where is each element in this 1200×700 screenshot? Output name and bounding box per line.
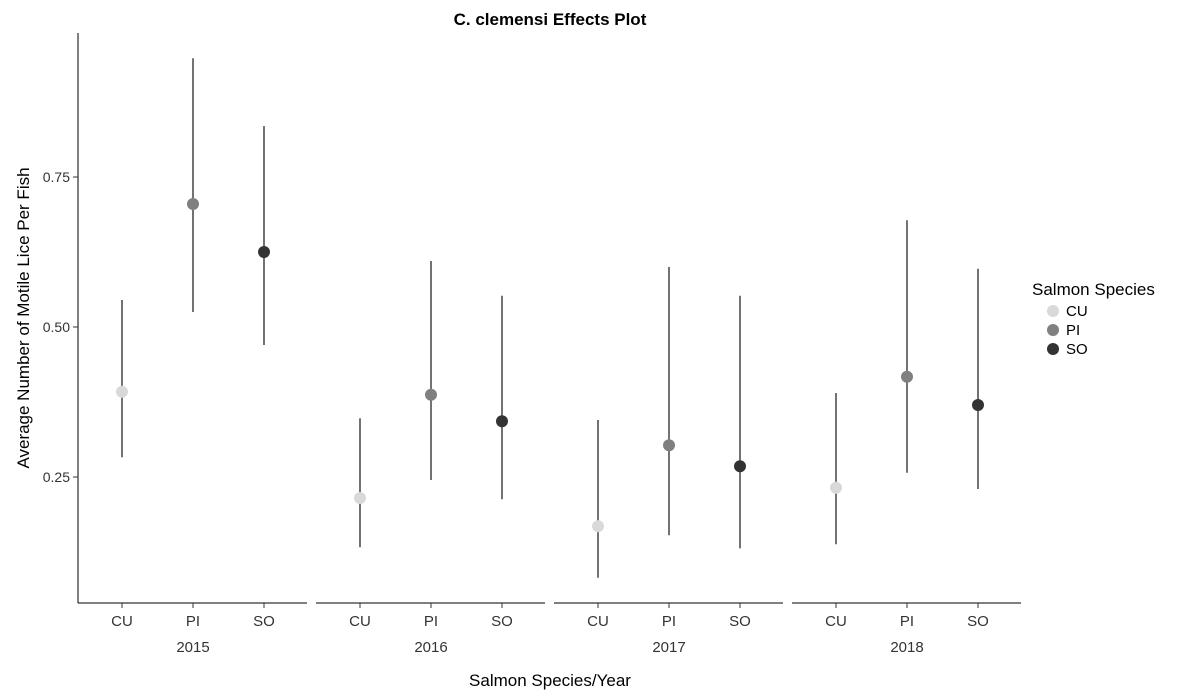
panels: CU PI SO 2015 CU PI SO 2016 CU PI SO 2017 CU PI SO 2018 bbox=[78, 58, 1021, 656]
x-tick-label: PI bbox=[900, 613, 914, 630]
legend-key bbox=[1047, 305, 1059, 317]
legend-key bbox=[1047, 324, 1059, 336]
data-point bbox=[258, 246, 270, 258]
year-label: 2016 bbox=[414, 639, 447, 656]
legend-item: CU bbox=[1047, 303, 1088, 320]
x-tick-label: SO bbox=[729, 613, 751, 630]
data-point bbox=[116, 385, 128, 398]
legend-item: SO bbox=[1047, 341, 1088, 358]
year-label: 2015 bbox=[176, 639, 209, 656]
data-point bbox=[425, 388, 437, 401]
x-tick-label: CU bbox=[825, 613, 847, 630]
legend-key bbox=[1047, 343, 1059, 355]
panel-2015: CU PI SO 2015 bbox=[78, 58, 307, 656]
y-axis-ticks: 0.25 0.50 0.75 bbox=[43, 169, 78, 485]
legend: Salmon Species CU PI SO bbox=[1032, 280, 1155, 358]
data-point bbox=[830, 481, 842, 494]
legend-item: PI bbox=[1047, 322, 1080, 339]
legend-label: PI bbox=[1066, 322, 1080, 339]
y-tick-label: 0.50 bbox=[43, 319, 70, 335]
legend-label: SO bbox=[1066, 341, 1088, 358]
year-label: 2017 bbox=[652, 639, 685, 656]
x-tick-label: CU bbox=[587, 613, 609, 630]
data-point bbox=[901, 370, 913, 383]
x-axis-title: Salmon Species/Year bbox=[469, 671, 631, 690]
data-point bbox=[496, 415, 508, 428]
legend-label: CU bbox=[1066, 303, 1088, 320]
data-point bbox=[972, 399, 984, 411]
legend-title: Salmon Species bbox=[1032, 280, 1155, 299]
chart-title: C. clemensi Effects Plot bbox=[454, 10, 647, 29]
data-point bbox=[354, 492, 366, 504]
data-point bbox=[592, 520, 604, 533]
panel-2018: CU PI SO 2018 bbox=[792, 220, 1021, 656]
x-tick-label: PI bbox=[424, 613, 438, 630]
y-tick-label: 0.25 bbox=[43, 469, 70, 485]
data-point bbox=[663, 439, 675, 452]
year-label: 2018 bbox=[890, 639, 923, 656]
y-axis-title: Average Number of Motile Lice Per Fish bbox=[14, 167, 33, 468]
x-tick-label: SO bbox=[967, 613, 989, 630]
panel-2017: CU PI SO 2017 bbox=[554, 267, 783, 656]
y-tick-label: 0.75 bbox=[43, 169, 70, 185]
x-tick-label: PI bbox=[186, 613, 200, 630]
x-tick-label: CU bbox=[111, 613, 133, 630]
x-tick-label: SO bbox=[491, 613, 513, 630]
data-point bbox=[734, 460, 746, 473]
panel-2016: CU PI SO 2016 bbox=[316, 261, 545, 656]
x-tick-label: CU bbox=[349, 613, 371, 630]
x-tick-label: PI bbox=[662, 613, 676, 630]
x-tick-label: SO bbox=[253, 613, 275, 630]
data-point bbox=[187, 198, 199, 210]
